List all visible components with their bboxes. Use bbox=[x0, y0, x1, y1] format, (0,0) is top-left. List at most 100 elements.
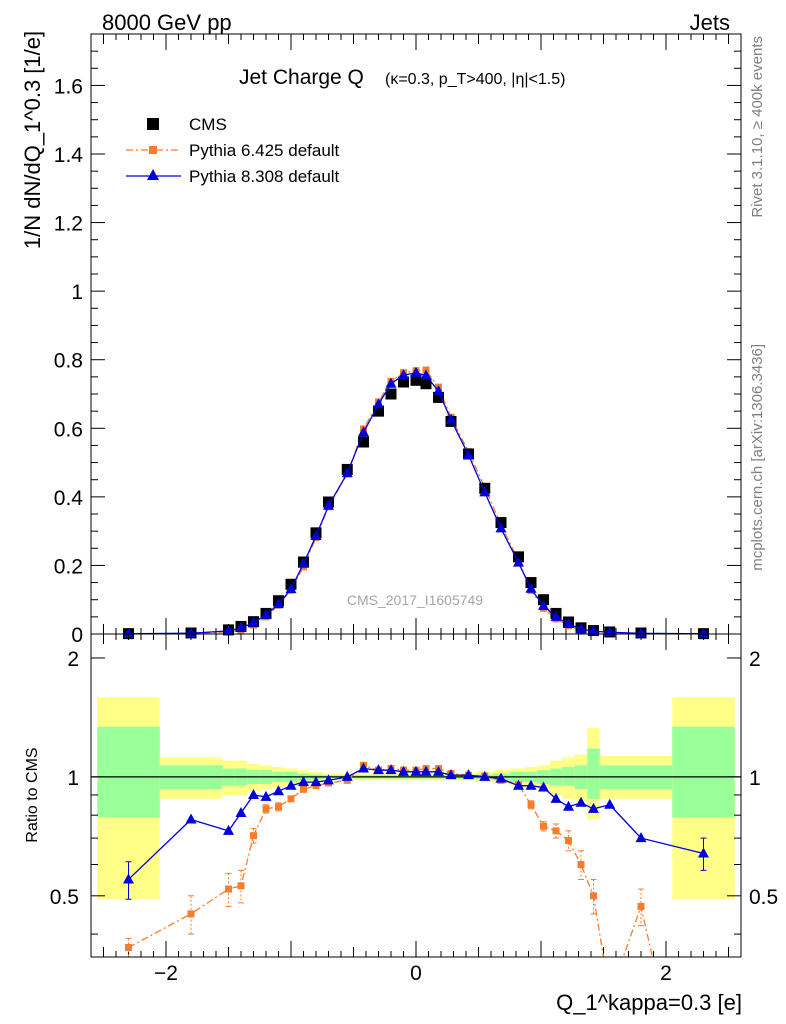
pythia8-ratio-point bbox=[248, 788, 259, 799]
stat-uncertainty-band bbox=[587, 748, 600, 799]
pythia8-point bbox=[410, 366, 422, 377]
pythia8-ratio-point bbox=[538, 781, 549, 792]
rivet-version-label: Rivet 3.1.10, ≥ 400k events bbox=[749, 36, 766, 218]
pythia8-point bbox=[433, 385, 444, 396]
ratio-y-tick-label-left: 2 bbox=[67, 648, 79, 671]
cms-data-point bbox=[373, 405, 384, 417]
ratio-y-tick-label-right: 1 bbox=[749, 767, 761, 790]
pythia8-point bbox=[185, 627, 197, 638]
pythia8-point bbox=[373, 398, 384, 409]
main-axis-ticks: 0 0.2 0.4 0.6 0.8 1 1.2 1.4 1.6 bbox=[54, 33, 741, 647]
pythia8-point bbox=[588, 625, 599, 636]
cms-data-point bbox=[420, 378, 432, 390]
pythia8-point bbox=[495, 522, 507, 533]
pythia6-ratio-point bbox=[540, 822, 547, 830]
cms-data-point bbox=[538, 594, 549, 606]
pythia8-point bbox=[550, 610, 562, 621]
pythia8-point bbox=[285, 583, 297, 594]
pythia8-point bbox=[235, 621, 247, 632]
legend-pythia8-marker bbox=[147, 169, 159, 180]
pythia8-ratio-point bbox=[604, 798, 616, 809]
pythia8-ratio-point bbox=[273, 785, 284, 796]
pythia8-point bbox=[635, 627, 647, 638]
x-axis-label: Q_1^kappa=0.3 [e] bbox=[556, 990, 742, 1015]
pythia6-ratio-point bbox=[262, 805, 270, 813]
cms-data-point bbox=[525, 577, 537, 589]
cms-data-point bbox=[385, 388, 397, 400]
x-tick-label: −2 bbox=[154, 962, 178, 985]
main-y-tick-label: 0.2 bbox=[54, 555, 83, 578]
pythia8-ratio-point bbox=[550, 792, 562, 803]
pythia8-point bbox=[525, 582, 537, 593]
chart-title: Jet Charge Q bbox=[239, 66, 364, 89]
legend-pythia6-marker bbox=[149, 146, 157, 154]
pythia8-point bbox=[463, 449, 474, 460]
pythia8-ratio-point bbox=[373, 764, 384, 775]
pythia8-ratio-point bbox=[185, 813, 197, 824]
pythia6-ratio-point bbox=[237, 882, 245, 890]
pythia8-ratio-point bbox=[445, 769, 457, 780]
pythia6-ratio-point bbox=[552, 827, 560, 835]
legend-cms-marker bbox=[147, 118, 159, 130]
ratio-uncertainty-bands bbox=[97, 697, 735, 900]
pythia6-ratio-point bbox=[565, 837, 572, 845]
pythia8-ratio-point bbox=[635, 832, 647, 843]
pythia6-ratio-point bbox=[590, 892, 597, 900]
pythia6-ratio-point bbox=[187, 910, 195, 918]
ratio-y-tick-label-left: 1 bbox=[67, 767, 79, 790]
main-y-tick-label: 0 bbox=[71, 624, 83, 647]
pythia8-point bbox=[123, 627, 134, 638]
pythia8-ratio-point bbox=[123, 873, 134, 884]
pythia8-ratio-point bbox=[310, 776, 322, 787]
pythia8-point bbox=[420, 369, 432, 380]
main-y-tick-label: 1 bbox=[71, 281, 83, 304]
pythia8-point bbox=[698, 627, 709, 638]
cms-data-point bbox=[410, 374, 422, 386]
x-tick-label: 0 bbox=[410, 962, 422, 985]
pythia8-point bbox=[298, 557, 309, 568]
legend-entry-label: Pythia 6.425 default bbox=[189, 141, 340, 160]
energy-label: 8000 GeV pp bbox=[102, 10, 232, 35]
pythia8-point bbox=[323, 499, 334, 510]
pythia8-ratio-point bbox=[285, 779, 297, 790]
pythia8-ratio-point bbox=[495, 772, 507, 783]
cms-data-point bbox=[358, 436, 369, 448]
pythia8-ratio-point bbox=[398, 765, 409, 776]
pythia8-point bbox=[385, 377, 397, 388]
pythia8-point bbox=[398, 369, 409, 380]
pythia8-point bbox=[310, 529, 322, 540]
legend-entry-label: CMS bbox=[189, 115, 227, 134]
ratio-clipped-marks bbox=[123, 761, 709, 957]
pythia8-ratio-point bbox=[588, 802, 599, 813]
main-y-axis-label: 1/N dN/dQ_1^0.3 [1/e] bbox=[20, 31, 45, 249]
ratio-plot-panel: 0.5 0.5 1 1 2 2 −2 0 2 Ratio to CMS Q_1^kappa=0.… bbox=[24, 633, 778, 1015]
pythia8-point bbox=[273, 598, 284, 609]
pythia6-ratio-point bbox=[225, 885, 232, 893]
pythia8-ratio-point bbox=[698, 847, 709, 858]
main-y-tick-label: 1.2 bbox=[54, 213, 83, 236]
cms-data-point bbox=[398, 376, 409, 388]
pythia8-point bbox=[445, 413, 457, 424]
pythia8-point bbox=[479, 486, 491, 497]
pythia6-ratio-point bbox=[287, 795, 295, 803]
pythia8-ratio-point bbox=[223, 824, 234, 835]
main-y-tick-label: 0.8 bbox=[54, 350, 83, 373]
cms-data-point bbox=[433, 391, 444, 403]
ratio-axis-ticks: 0.5 0.5 1 1 2 2 −2 0 2 bbox=[50, 634, 778, 985]
pythia8-ratio-point bbox=[513, 779, 524, 790]
ratio-y-tick-label-right: 2 bbox=[749, 648, 761, 671]
legend-entry-label: Pythia 8.308 default bbox=[189, 167, 340, 186]
pythia8-ratio-point bbox=[235, 807, 247, 818]
pythia8-ratio-point bbox=[358, 762, 369, 773]
ratio-y-tick-label-right: 0.5 bbox=[749, 886, 778, 909]
x-tick-label: 2 bbox=[660, 962, 672, 985]
pythia8-ratio-point bbox=[433, 765, 444, 776]
ratio-data-marks bbox=[123, 761, 709, 957]
pythia6-ratio-point bbox=[637, 902, 645, 910]
source-label: mcplots.cern.ch [arXiv:1306.3436] bbox=[749, 344, 766, 571]
process-label: Jets bbox=[690, 10, 730, 35]
pythia8-point bbox=[575, 622, 587, 633]
pythia8-point bbox=[260, 608, 272, 619]
pythia8-point bbox=[538, 599, 549, 610]
pythia8-point bbox=[341, 467, 353, 478]
